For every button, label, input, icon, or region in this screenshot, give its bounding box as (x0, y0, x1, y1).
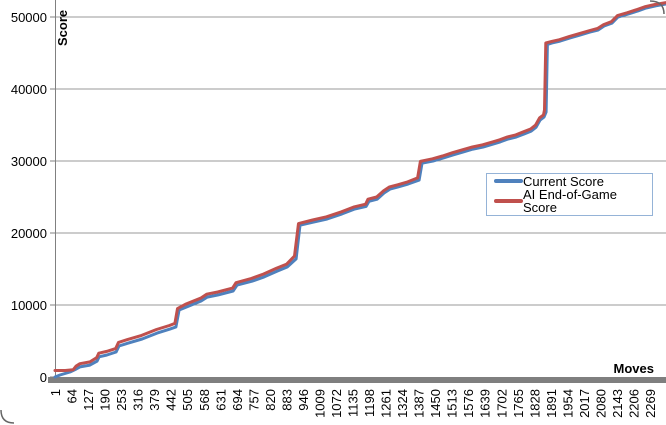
x-tick-label: 2080 (593, 389, 608, 418)
x-axis-bar (48, 377, 666, 383)
legend-item-ai-score: AI End-of-Game Score (494, 188, 652, 214)
x-tick-label: 1576 (461, 389, 476, 418)
x-tick-label: 2206 (626, 389, 641, 418)
legend-label-current-score: Current Score (523, 173, 604, 189)
legend-item-current-score: Current Score (494, 175, 652, 188)
x-tick-label: 127 (81, 389, 96, 411)
x-tick-label: 1261 (379, 389, 394, 418)
y-tick-label: 40000 (11, 82, 47, 97)
x-tick-label: 379 (147, 389, 162, 411)
y-tick-label: 30000 (11, 154, 47, 169)
x-tick-label: 946 (296, 389, 311, 411)
x-tick-label: 1765 (511, 389, 526, 418)
x-tick-label: 442 (164, 389, 179, 411)
x-tick-label: 1450 (428, 389, 443, 418)
y-tick-label: 20000 (11, 226, 47, 241)
x-tick-label: 1702 (494, 389, 509, 418)
x-tick-label: 1387 (412, 389, 427, 418)
x-tick-label: 190 (98, 389, 113, 411)
y-tick-label: 50000 (11, 10, 47, 25)
x-tick-label: 316 (131, 389, 146, 411)
legend: Current Score AI End-of-Game Score (486, 173, 653, 216)
x-tick-label: 2143 (610, 389, 625, 418)
x-tick-label: 1324 (395, 389, 410, 418)
x-tick-label: 694 (230, 389, 245, 411)
x-tick-label: 1639 (478, 389, 493, 418)
x-tick-label: 2017 (577, 389, 592, 418)
current-score-line-swatch (494, 179, 523, 184)
y-tick-label: 10000 (11, 298, 47, 313)
gridlines (55, 16, 666, 306)
x-tick-label: 2269 (643, 389, 658, 418)
x-tick-label: 64 (65, 389, 80, 403)
x-tick-label: 505 (180, 389, 195, 411)
x-tick-label: 1954 (560, 389, 575, 418)
x-tick-label: 631 (213, 389, 228, 411)
tick-labels: 0 10000 20000 30000 40000 50000 1 64 127 190 253 31… (11, 10, 658, 418)
x-tick-label: 1891 (544, 389, 559, 418)
x-tick-label: 1513 (445, 389, 460, 418)
x-tick-label: 568 (197, 389, 212, 411)
y-axis-title: Score (55, 10, 70, 46)
data-series (53, 1, 666, 379)
legend-label-ai-score: AI End-of-Game Score (523, 187, 617, 216)
axes (48, 0, 666, 383)
x-tick-label: 757 (246, 389, 261, 411)
ai-end-of-game-score-line (53, 1, 666, 372)
x-tick-label: 1828 (527, 389, 542, 418)
ai-end-of-game-score-line-swatch (494, 199, 523, 204)
x-tick-label: 1198 (362, 389, 377, 417)
x-tick-label: 1135 (346, 389, 361, 417)
x-tick-label: 883 (279, 389, 294, 411)
y-tick-label: 0 (40, 370, 47, 385)
x-tick-label: 820 (263, 389, 278, 411)
x-tick-label: 1 (48, 389, 63, 396)
x-tick-label: 253 (114, 389, 129, 411)
x-axis-title: Moves (614, 361, 654, 376)
x-tick-label: 1072 (329, 389, 344, 418)
x-tick-label: 1009 (312, 389, 327, 418)
